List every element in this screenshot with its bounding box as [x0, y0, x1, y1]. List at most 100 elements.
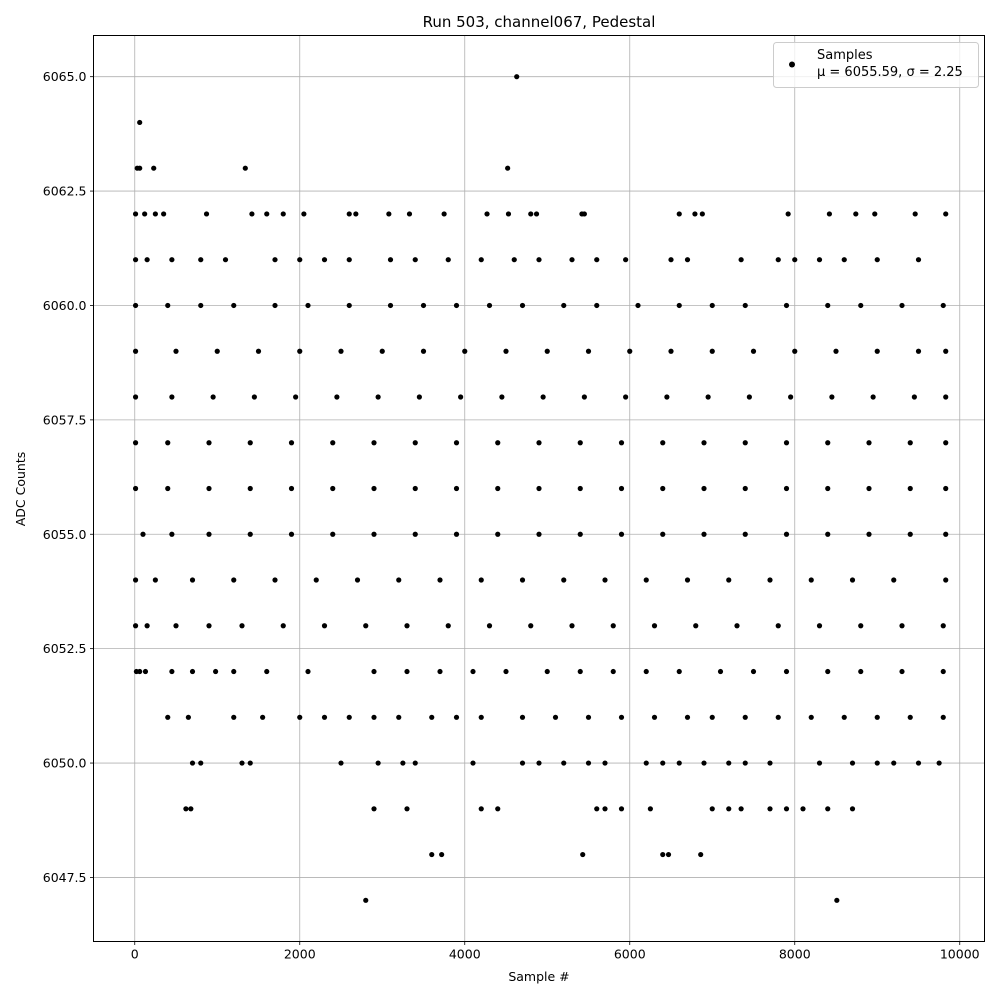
data-point: [825, 302, 831, 309]
data-point: [528, 211, 534, 217]
x-tick-label: 2000: [284, 947, 316, 962]
data-point: [775, 257, 781, 263]
y-tick-label: 6062.5: [43, 184, 87, 199]
data-point: [247, 531, 253, 537]
data-point: [346, 257, 352, 263]
data-point: [495, 531, 501, 537]
data-point: [439, 851, 445, 858]
data-point: [137, 668, 143, 675]
data-point: [533, 211, 540, 217]
data-point: [354, 577, 361, 583]
data-points: [132, 74, 949, 903]
y-tick-label: 6060.0: [43, 298, 87, 313]
data-point: [726, 806, 732, 812]
data-point: [251, 394, 257, 400]
data-point: [297, 714, 303, 720]
data-point: [519, 760, 526, 766]
data-point: [643, 668, 649, 675]
data-point: [429, 714, 435, 720]
data-point: [858, 302, 864, 309]
data-point: [800, 806, 806, 812]
data-point: [858, 623, 864, 629]
data-point: [536, 531, 542, 537]
data-point: [321, 714, 328, 720]
data-point: [651, 623, 658, 629]
data-point: [353, 211, 359, 217]
data-point: [470, 668, 476, 675]
data-point: [816, 760, 823, 766]
data-point: [231, 577, 237, 583]
data-point: [406, 211, 413, 217]
data-point: [396, 577, 402, 583]
plot-frame: [93, 35, 985, 942]
data-point: [907, 440, 913, 446]
data-point: [643, 760, 649, 766]
data-point: [293, 394, 299, 400]
data-point: [943, 577, 949, 583]
data-point: [734, 623, 740, 629]
data-point: [544, 668, 550, 675]
data-point: [610, 668, 616, 675]
data-point: [701, 531, 707, 537]
data-point: [486, 623, 493, 629]
data-point: [936, 760, 942, 766]
data-point: [412, 440, 418, 446]
data-point: [742, 714, 748, 720]
data-point: [699, 211, 705, 217]
data-point: [676, 211, 682, 217]
data-point: [866, 440, 872, 446]
data-point: [907, 531, 913, 537]
data-point: [792, 348, 798, 354]
data-point: [660, 851, 666, 858]
data-point: [643, 577, 649, 583]
data-point: [826, 211, 833, 217]
data-point: [206, 531, 212, 537]
data-point: [668, 348, 674, 354]
y-tick-label: 6057.5: [43, 412, 87, 427]
data-point: [505, 211, 512, 217]
data-point: [915, 348, 922, 354]
data-point: [280, 211, 286, 217]
data-point: [264, 668, 270, 675]
data-point: [594, 257, 600, 263]
data-point: [334, 394, 340, 400]
data-point: [618, 806, 625, 812]
data-point: [142, 668, 149, 675]
x-axis-title: Sample #: [508, 969, 569, 984]
data-point: [891, 760, 897, 766]
data-point: [486, 302, 493, 309]
data-point: [416, 394, 422, 400]
data-point: [183, 806, 189, 812]
data-point: [536, 257, 542, 263]
data-point: [231, 668, 237, 675]
data-point: [247, 760, 253, 766]
legend: Samples μ = 6055.59, σ = 2.25: [773, 42, 979, 88]
data-point: [610, 623, 616, 629]
data-point: [580, 851, 586, 858]
data-point: [198, 257, 204, 263]
data-point: [198, 760, 204, 766]
data-point: [165, 440, 171, 446]
data-point: [825, 806, 831, 812]
data-point: [412, 760, 418, 766]
data-point: [943, 485, 949, 492]
data-point: [144, 623, 150, 629]
data-point: [899, 623, 905, 629]
data-point: [363, 897, 369, 903]
data-point: [132, 440, 139, 446]
data-point: [544, 348, 550, 354]
data-point: [581, 211, 587, 217]
data-point: [899, 668, 905, 675]
y-tick-label: 6050.0: [43, 756, 87, 771]
data-point: [594, 302, 600, 309]
data-point: [618, 485, 625, 492]
data-point: [684, 714, 691, 720]
data-point: [213, 668, 219, 675]
data-point: [519, 577, 526, 583]
data-point: [272, 577, 278, 583]
data-point: [445, 257, 451, 263]
data-point: [420, 302, 427, 309]
data-point: [429, 851, 435, 858]
data-point: [288, 440, 295, 446]
